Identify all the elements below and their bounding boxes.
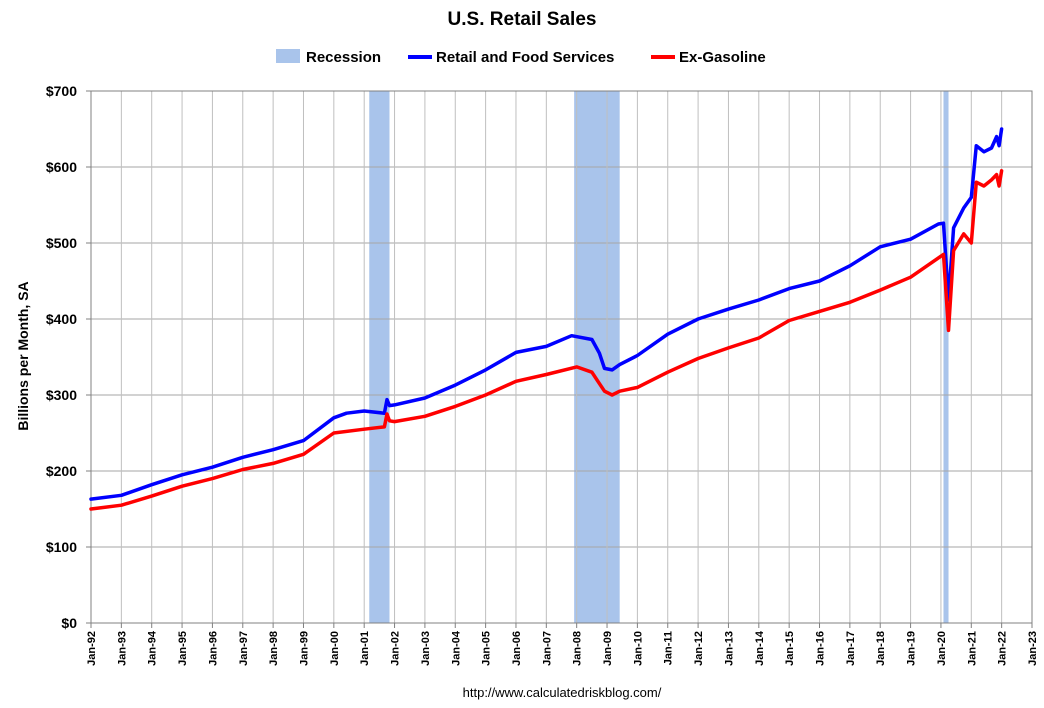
series-lines bbox=[89, 127, 1004, 511]
legend-retail-label: Retail and Food Services bbox=[436, 49, 614, 66]
source-url: http://www.calculatedriskblog.com/ bbox=[463, 685, 662, 700]
x-tick-label: Jan-22 bbox=[997, 631, 1009, 666]
x-tick-label: Jan-10 bbox=[632, 631, 644, 666]
x-tick-label: Jan-05 bbox=[481, 631, 493, 666]
x-tick-label: Jan-11 bbox=[663, 631, 675, 665]
x-tick-label: Jan-01 bbox=[359, 631, 371, 666]
x-tick-label: Jan-07 bbox=[541, 631, 553, 666]
x-tick-label: Jan-21 bbox=[966, 631, 978, 666]
x-tick-label: Jan-13 bbox=[723, 631, 735, 666]
exgas-series-line bbox=[89, 169, 1004, 511]
x-tick-label: Jan-17 bbox=[845, 631, 857, 666]
x-tick-label: Jan-02 bbox=[390, 631, 402, 666]
x-axis-ticks: Jan-92 Jan-93 Jan-94 Jan-95 Jan-96 Jan-97 Jan-… bbox=[86, 623, 1039, 666]
recession-bands bbox=[369, 91, 949, 623]
x-tick-label: Jan-23 bbox=[1027, 631, 1039, 666]
y-tick-label: $400 bbox=[46, 311, 77, 327]
y-axis-ticks: $0 $100 $200 $300 $400 $500 $600 $700 bbox=[46, 83, 91, 631]
x-tick-label: Jan-97 bbox=[238, 631, 250, 666]
recession-band-1 bbox=[369, 91, 390, 623]
x-tick-label: Jan-14 bbox=[754, 630, 766, 666]
x-tick-label: Jan-99 bbox=[298, 631, 310, 666]
x-tick-label: Jan-18 bbox=[875, 631, 887, 666]
x-tick-label: Jan-98 bbox=[268, 631, 280, 666]
gridlines bbox=[91, 90, 1032, 623]
y-tick-label: $600 bbox=[46, 159, 77, 175]
legend: Recession Retail and Food Services Ex-Ga… bbox=[276, 49, 766, 66]
y-tick-label: $300 bbox=[46, 387, 77, 403]
y-tick-label: $700 bbox=[46, 83, 77, 99]
chart-title: U.S. Retail Sales bbox=[448, 9, 597, 30]
y-tick-label: $500 bbox=[46, 235, 77, 251]
x-tick-label: Jan-04 bbox=[450, 630, 462, 666]
x-tick-label: Jan-96 bbox=[207, 631, 219, 666]
x-tick-label: Jan-06 bbox=[511, 631, 523, 666]
y-tick-label: $100 bbox=[46, 539, 77, 555]
legend-recession-label: Recession bbox=[306, 49, 381, 66]
x-tick-label: Jan-20 bbox=[936, 631, 948, 666]
x-tick-label: Jan-95 bbox=[177, 631, 189, 666]
x-tick-label: Jan-08 bbox=[572, 631, 584, 666]
retail-series-line bbox=[89, 127, 1004, 501]
recession-band-3 bbox=[943, 91, 949, 623]
legend-exgas-label: Ex-Gasoline bbox=[679, 49, 766, 66]
y-tick-label: $0 bbox=[61, 615, 77, 631]
y-axis-label: Billions per Month, SA bbox=[15, 281, 31, 430]
legend-recession-swatch bbox=[276, 49, 300, 63]
x-tick-label: Jan-09 bbox=[602, 631, 614, 666]
y-tick-label: $200 bbox=[46, 463, 77, 479]
plot-frame bbox=[90, 90, 1033, 624]
x-tick-label: Jan-92 bbox=[86, 631, 98, 666]
recession-band-2 bbox=[574, 91, 620, 623]
x-tick-label: Jan-93 bbox=[116, 631, 128, 666]
x-tick-label: Jan-16 bbox=[815, 631, 827, 666]
x-tick-label: Jan-15 bbox=[784, 631, 796, 666]
x-tick-label: Jan-94 bbox=[147, 630, 159, 666]
x-tick-label: Jan-12 bbox=[693, 631, 705, 666]
x-tick-label: Jan-00 bbox=[329, 631, 341, 666]
x-tick-label: Jan-19 bbox=[906, 631, 918, 666]
x-tick-label: Jan-03 bbox=[420, 631, 432, 666]
